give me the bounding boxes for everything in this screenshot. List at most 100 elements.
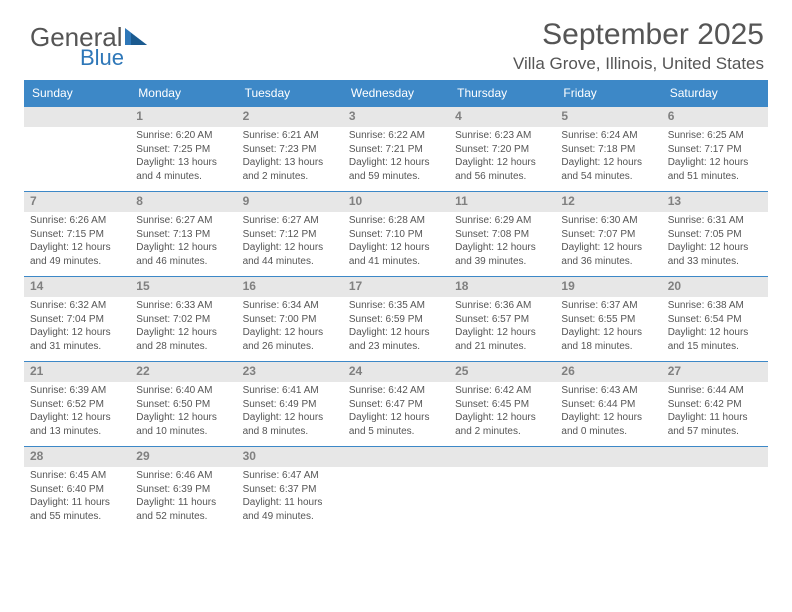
daylight-text: Daylight: 11 hours and 57 minutes. bbox=[668, 411, 762, 438]
logo: General Blue bbox=[30, 24, 147, 50]
daylight-text: Daylight: 12 hours and 46 minutes. bbox=[136, 241, 230, 268]
daylight-text: Daylight: 12 hours and 49 minutes. bbox=[30, 241, 124, 268]
sunset-text: Sunset: 7:23 PM bbox=[243, 143, 337, 157]
sunset-text: Sunset: 6:52 PM bbox=[30, 398, 124, 412]
daylight-text: Daylight: 12 hours and 54 minutes. bbox=[561, 156, 655, 183]
page-subtitle: Villa Grove, Illinois, United States bbox=[513, 54, 764, 74]
detail-row: Sunrise: 6:20 AMSunset: 7:25 PMDaylight:… bbox=[24, 127, 768, 192]
day-cell: Sunrise: 6:36 AMSunset: 6:57 PMDaylight:… bbox=[449, 297, 555, 362]
day-number: 21 bbox=[24, 362, 130, 383]
daylight-text: Daylight: 11 hours and 55 minutes. bbox=[30, 496, 124, 523]
day-cell: Sunrise: 6:43 AMSunset: 6:44 PMDaylight:… bbox=[555, 382, 661, 447]
sunset-text: Sunset: 6:37 PM bbox=[243, 483, 337, 497]
sunrise-text: Sunrise: 6:44 AM bbox=[668, 384, 762, 398]
day-cell: Sunrise: 6:29 AMSunset: 7:08 PMDaylight:… bbox=[449, 212, 555, 277]
day-number: 12 bbox=[555, 192, 661, 213]
daynum-row: 282930 bbox=[24, 447, 768, 468]
sunrise-text: Sunrise: 6:42 AM bbox=[349, 384, 443, 398]
sunrise-text: Sunrise: 6:36 AM bbox=[455, 299, 549, 313]
sunrise-text: Sunrise: 6:24 AM bbox=[561, 129, 655, 143]
sunrise-text: Sunrise: 6:41 AM bbox=[243, 384, 337, 398]
daylight-text: Daylight: 12 hours and 36 minutes. bbox=[561, 241, 655, 268]
day-cell: Sunrise: 6:42 AMSunset: 6:45 PMDaylight:… bbox=[449, 382, 555, 447]
daylight-text: Daylight: 12 hours and 8 minutes. bbox=[243, 411, 337, 438]
daylight-text: Daylight: 12 hours and 31 minutes. bbox=[30, 326, 124, 353]
sunset-text: Sunset: 7:10 PM bbox=[349, 228, 443, 242]
day-number: 9 bbox=[237, 192, 343, 213]
sunset-text: Sunset: 7:13 PM bbox=[136, 228, 230, 242]
day-number: 6 bbox=[662, 107, 768, 128]
sunset-text: Sunset: 7:15 PM bbox=[30, 228, 124, 242]
sunrise-text: Sunrise: 6:35 AM bbox=[349, 299, 443, 313]
day-header: Tuesday bbox=[237, 80, 343, 107]
day-cell: Sunrise: 6:22 AMSunset: 7:21 PMDaylight:… bbox=[343, 127, 449, 192]
day-cell bbox=[24, 127, 130, 192]
day-cell: Sunrise: 6:23 AMSunset: 7:20 PMDaylight:… bbox=[449, 127, 555, 192]
sunset-text: Sunset: 7:08 PM bbox=[455, 228, 549, 242]
daylight-text: Daylight: 12 hours and 23 minutes. bbox=[349, 326, 443, 353]
day-number bbox=[449, 447, 555, 468]
sunset-text: Sunset: 7:04 PM bbox=[30, 313, 124, 327]
logo-triangle-icon bbox=[125, 25, 147, 49]
day-cell: Sunrise: 6:35 AMSunset: 6:59 PMDaylight:… bbox=[343, 297, 449, 362]
day-number: 2 bbox=[237, 107, 343, 128]
page-title: September 2025 bbox=[542, 18, 764, 52]
daylight-text: Daylight: 12 hours and 26 minutes. bbox=[243, 326, 337, 353]
day-cell bbox=[662, 467, 768, 531]
daylight-text: Daylight: 11 hours and 49 minutes. bbox=[243, 496, 337, 523]
sunset-text: Sunset: 7:07 PM bbox=[561, 228, 655, 242]
day-cell: Sunrise: 6:28 AMSunset: 7:10 PMDaylight:… bbox=[343, 212, 449, 277]
day-cell: Sunrise: 6:39 AMSunset: 6:52 PMDaylight:… bbox=[24, 382, 130, 447]
calendar-header-row: Sunday Monday Tuesday Wednesday Thursday… bbox=[24, 80, 768, 107]
sunrise-text: Sunrise: 6:25 AM bbox=[668, 129, 762, 143]
day-number: 8 bbox=[130, 192, 236, 213]
sunrise-text: Sunrise: 6:37 AM bbox=[561, 299, 655, 313]
day-header: Friday bbox=[555, 80, 661, 107]
day-number: 5 bbox=[555, 107, 661, 128]
sunrise-text: Sunrise: 6:47 AM bbox=[243, 469, 337, 483]
day-header: Sunday bbox=[24, 80, 130, 107]
day-number: 18 bbox=[449, 277, 555, 298]
day-cell: Sunrise: 6:37 AMSunset: 6:55 PMDaylight:… bbox=[555, 297, 661, 362]
day-number bbox=[662, 447, 768, 468]
day-cell: Sunrise: 6:25 AMSunset: 7:17 PMDaylight:… bbox=[662, 127, 768, 192]
day-header: Saturday bbox=[662, 80, 768, 107]
detail-row: Sunrise: 6:26 AMSunset: 7:15 PMDaylight:… bbox=[24, 212, 768, 277]
sunrise-text: Sunrise: 6:21 AM bbox=[243, 129, 337, 143]
page: General Blue September 2025 Villa Grove,… bbox=[0, 0, 792, 612]
day-number bbox=[24, 107, 130, 128]
daylight-text: Daylight: 12 hours and 51 minutes. bbox=[668, 156, 762, 183]
daylight-text: Daylight: 12 hours and 2 minutes. bbox=[455, 411, 549, 438]
day-cell: Sunrise: 6:24 AMSunset: 7:18 PMDaylight:… bbox=[555, 127, 661, 192]
day-cell: Sunrise: 6:40 AMSunset: 6:50 PMDaylight:… bbox=[130, 382, 236, 447]
sunrise-text: Sunrise: 6:38 AM bbox=[668, 299, 762, 313]
detail-row: Sunrise: 6:45 AMSunset: 6:40 PMDaylight:… bbox=[24, 467, 768, 531]
sunrise-text: Sunrise: 6:40 AM bbox=[136, 384, 230, 398]
day-cell: Sunrise: 6:44 AMSunset: 6:42 PMDaylight:… bbox=[662, 382, 768, 447]
daylight-text: Daylight: 12 hours and 56 minutes. bbox=[455, 156, 549, 183]
daylight-text: Daylight: 13 hours and 2 minutes. bbox=[243, 156, 337, 183]
day-number: 24 bbox=[343, 362, 449, 383]
day-number: 27 bbox=[662, 362, 768, 383]
sunrise-text: Sunrise: 6:29 AM bbox=[455, 214, 549, 228]
daynum-row: 123456 bbox=[24, 107, 768, 128]
sunrise-text: Sunrise: 6:22 AM bbox=[349, 129, 443, 143]
day-number: 16 bbox=[237, 277, 343, 298]
day-number: 22 bbox=[130, 362, 236, 383]
day-cell: Sunrise: 6:27 AMSunset: 7:13 PMDaylight:… bbox=[130, 212, 236, 277]
daylight-text: Daylight: 12 hours and 44 minutes. bbox=[243, 241, 337, 268]
sunrise-text: Sunrise: 6:39 AM bbox=[30, 384, 124, 398]
sunset-text: Sunset: 7:20 PM bbox=[455, 143, 549, 157]
sunrise-text: Sunrise: 6:27 AM bbox=[136, 214, 230, 228]
day-cell: Sunrise: 6:30 AMSunset: 7:07 PMDaylight:… bbox=[555, 212, 661, 277]
sunset-text: Sunset: 7:17 PM bbox=[668, 143, 762, 157]
day-cell bbox=[343, 467, 449, 531]
day-cell: Sunrise: 6:21 AMSunset: 7:23 PMDaylight:… bbox=[237, 127, 343, 192]
day-number bbox=[343, 447, 449, 468]
calendar-table: Sunday Monday Tuesday Wednesday Thursday… bbox=[24, 80, 768, 531]
day-number: 11 bbox=[449, 192, 555, 213]
detail-row: Sunrise: 6:39 AMSunset: 6:52 PM Daylight:… bbox=[24, 382, 768, 447]
sunset-text: Sunset: 7:05 PM bbox=[668, 228, 762, 242]
daylight-text: Daylight: 12 hours and 41 minutes. bbox=[349, 241, 443, 268]
day-number: 25 bbox=[449, 362, 555, 383]
